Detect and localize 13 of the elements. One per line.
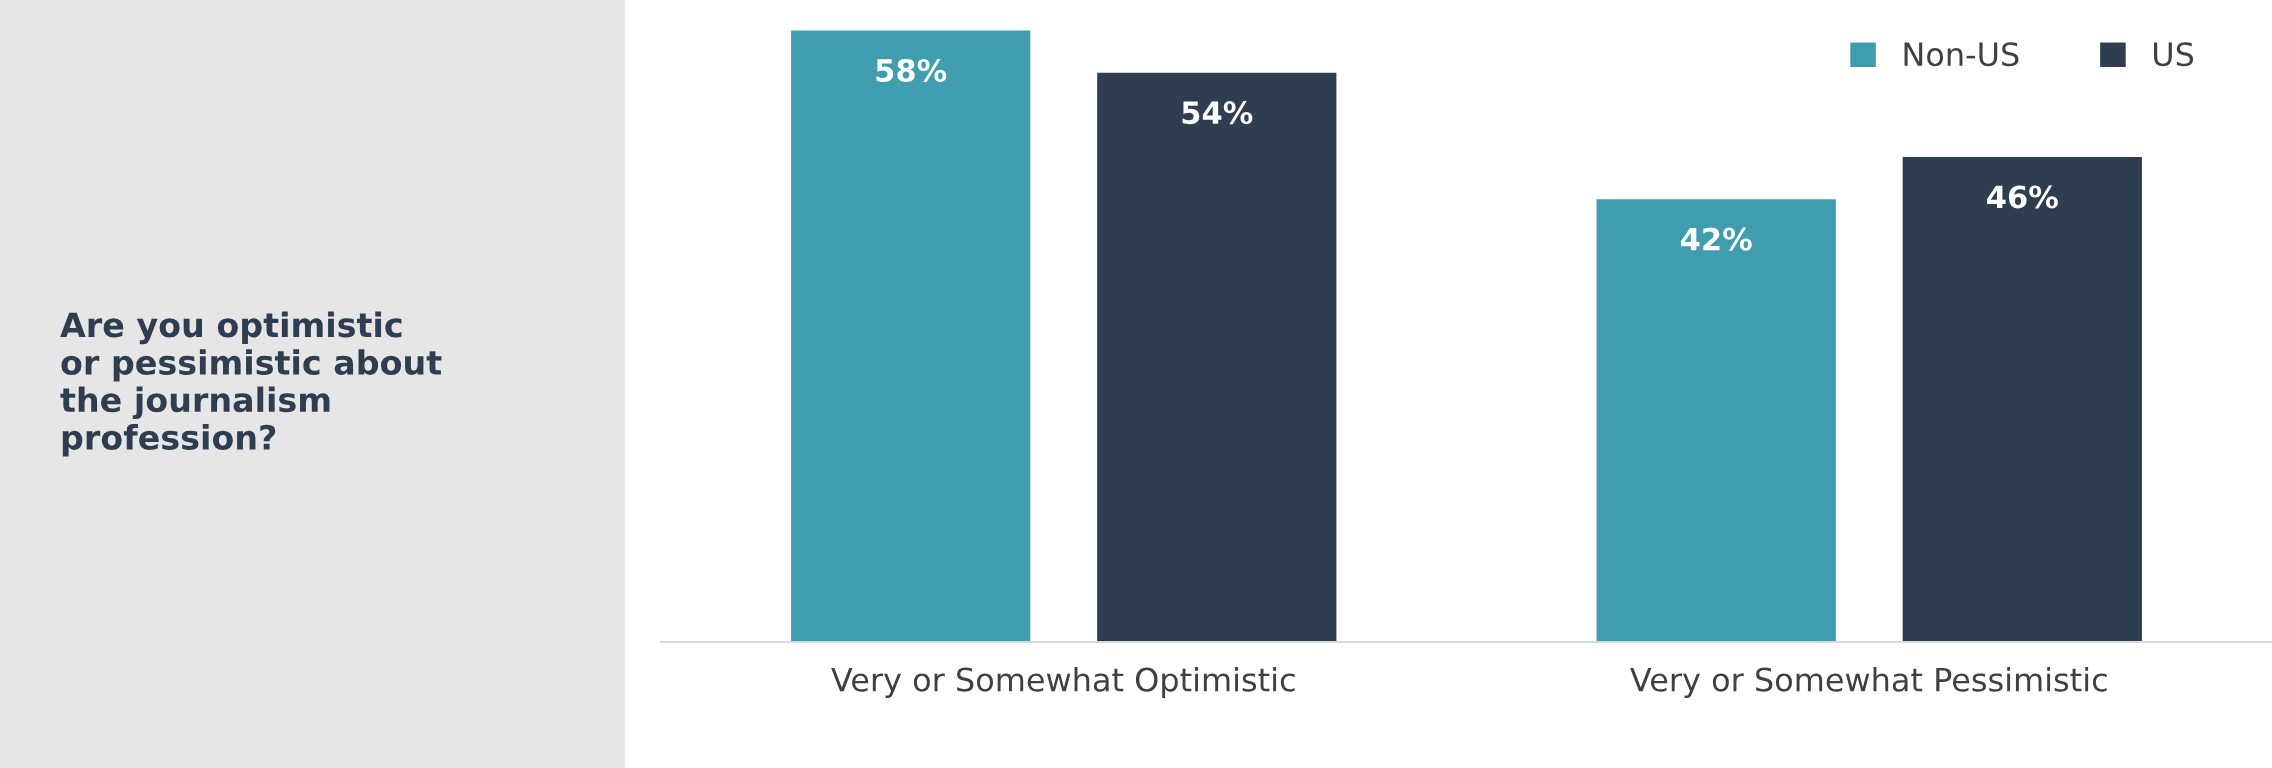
data-label: 42% xyxy=(1681,227,1752,251)
data-label: 46% xyxy=(1987,185,2058,209)
text: Are you optimistic or pessimistic about the journalism profession? xyxy=(60,311,442,457)
legend-label: Non-US xyxy=(1904,42,2019,67)
x-tick-label: Very or Somewhat Optimistic xyxy=(831,667,1295,698)
data-label: 58% xyxy=(876,58,947,82)
bar xyxy=(1596,199,1836,642)
x-tick-label: Very or Somewhat Pessimistic xyxy=(1630,667,2107,698)
data-label: 54% xyxy=(1182,101,1253,125)
bar xyxy=(1902,157,2142,642)
legend-label: US xyxy=(2154,42,2194,67)
bar xyxy=(1097,72,1337,642)
bar xyxy=(791,30,1031,642)
